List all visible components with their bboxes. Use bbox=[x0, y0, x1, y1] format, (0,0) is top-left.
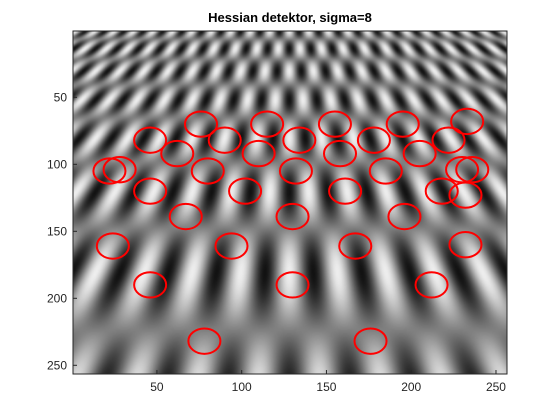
detection-circle bbox=[241, 139, 276, 168]
detection-circle bbox=[160, 139, 195, 168]
axes-frame bbox=[72, 30, 508, 375]
y-tick-label: 250 bbox=[47, 358, 67, 372]
detection-circle bbox=[356, 126, 391, 154]
detection-circle bbox=[385, 110, 420, 138]
plot-area bbox=[73, 31, 507, 374]
detection-circle bbox=[95, 232, 130, 260]
detection-circle bbox=[424, 177, 459, 205]
detection-circle bbox=[414, 271, 449, 299]
detection-circle bbox=[133, 177, 168, 205]
detection-circle bbox=[448, 231, 483, 259]
x-tick-label: 150 bbox=[316, 380, 336, 394]
detection-circle bbox=[338, 232, 373, 260]
detection-circle bbox=[133, 126, 168, 154]
detection-circle bbox=[275, 202, 310, 231]
detection-circle bbox=[322, 139, 358, 168]
detection-circle bbox=[317, 110, 352, 138]
grayscale-texture-image bbox=[73, 31, 507, 374]
texture-raster bbox=[73, 31, 507, 374]
x-axis: 50 100 150 200 250 bbox=[150, 370, 506, 394]
detection-circle bbox=[328, 177, 363, 205]
detection-circle bbox=[282, 126, 317, 154]
x-tick-label: 50 bbox=[150, 380, 164, 394]
detection-circle bbox=[168, 202, 203, 231]
detection-circle bbox=[207, 126, 242, 154]
x-tick-label: 200 bbox=[401, 380, 421, 394]
detection-circle bbox=[450, 107, 485, 136]
detection-circle bbox=[455, 156, 490, 184]
y-tick-label: 200 bbox=[47, 291, 67, 305]
detection-circle bbox=[368, 157, 403, 185]
detection-circle bbox=[133, 271, 168, 299]
detection-circle bbox=[187, 327, 222, 355]
detection-circle bbox=[228, 177, 263, 205]
detection-markers bbox=[92, 107, 490, 355]
detection-circle bbox=[402, 139, 437, 168]
detection-circle bbox=[431, 126, 466, 154]
detection-circle bbox=[353, 327, 388, 355]
detection-circle bbox=[183, 110, 219, 138]
y-axis: 50 100 150 200 250 bbox=[47, 90, 77, 372]
detection-circle bbox=[102, 156, 137, 184]
y-tick-label: 150 bbox=[47, 224, 67, 238]
y-tick-label: 50 bbox=[54, 90, 68, 104]
x-tick-label: 250 bbox=[486, 380, 506, 394]
detection-circle bbox=[278, 157, 313, 185]
y-tick-label: 100 bbox=[47, 157, 67, 171]
detection-circle bbox=[214, 232, 249, 260]
detection-circle bbox=[275, 271, 310, 299]
chart-title: Hessian detektor, sigma=8 bbox=[208, 10, 372, 25]
detection-circle bbox=[250, 110, 285, 138]
detection-circle bbox=[387, 202, 422, 231]
detection-circle bbox=[448, 181, 483, 209]
x-tick-label: 100 bbox=[232, 380, 252, 394]
detection-circle bbox=[190, 157, 225, 185]
detection-circle bbox=[92, 157, 127, 185]
